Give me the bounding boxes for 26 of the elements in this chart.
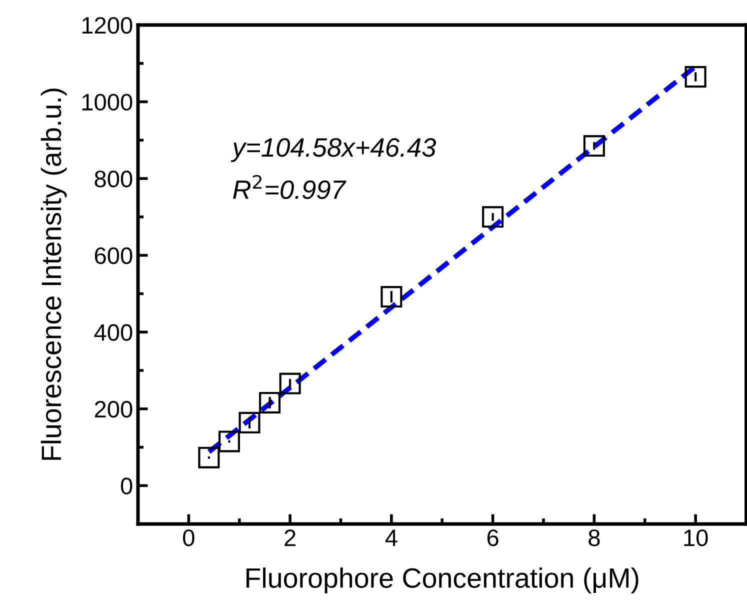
y-tick-label: 200 — [94, 400, 132, 418]
annotation: R$^{2}$=0.997 — [233, 174, 346, 200]
y-tick-label: 800 — [94, 170, 132, 188]
point — [238, 412, 260, 434]
y-tick-label: 1200 — [82, 17, 132, 34]
x-tick-label: 2 — [284, 529, 296, 546]
x-tick-label: 4 — [385, 530, 398, 546]
point — [218, 430, 240, 452]
y-tick-label: 1000 — [82, 94, 132, 111]
y-tick-label: 400 — [94, 324, 132, 341]
y-tick-label: 600 — [94, 247, 132, 264]
x-tick-label: 6 — [487, 529, 498, 546]
annotation: y=104.58x+46.43 — [230, 138, 436, 162]
y-axis-title: Fluorescence Intensity (arb.u.) — [40, 88, 67, 460]
x-axis-title: Fluorophore Concentration (μM) — [246, 568, 638, 594]
point — [583, 135, 605, 157]
point — [482, 206, 504, 228]
x-tick-label: 0 — [183, 529, 194, 546]
point — [279, 372, 301, 394]
point — [380, 286, 402, 308]
point — [259, 392, 281, 414]
y-tick-label: 0 — [120, 478, 132, 494]
x-tick-label: 10 — [684, 529, 708, 546]
x-tick-label: 8 — [588, 529, 600, 546]
point — [198, 446, 220, 468]
point — [684, 66, 706, 88]
